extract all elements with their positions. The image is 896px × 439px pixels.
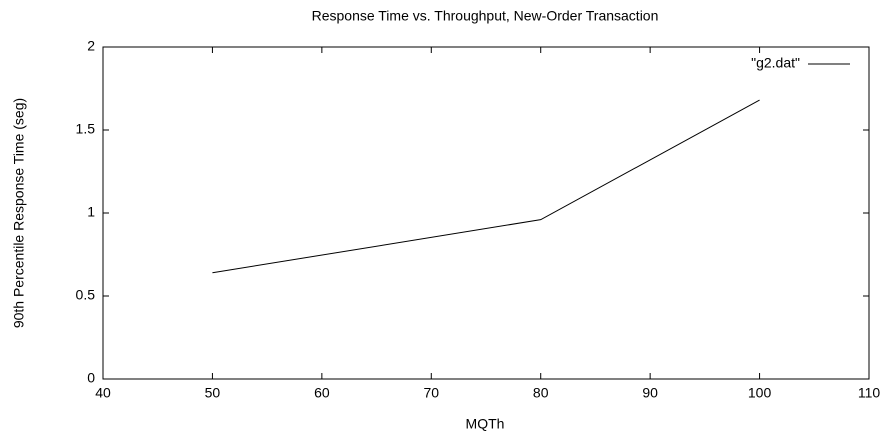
y-tick-label: 0 — [87, 370, 95, 386]
x-tick-label: 50 — [205, 385, 221, 401]
x-tick-label: 60 — [314, 385, 330, 401]
plot-frame — [102, 46, 870, 380]
x-tick-label: 90 — [642, 385, 658, 401]
y-tick-label: 1.5 — [76, 121, 96, 137]
y-axis-label: 90th Percentile Response Time (seg) — [11, 98, 27, 328]
y-tick-label: 2 — [87, 38, 95, 54]
x-tick-label: 100 — [748, 385, 772, 401]
x-tick-label: 40 — [95, 385, 111, 401]
y-tick-label: 1 — [87, 204, 95, 220]
chart-title: Response Time vs. Throughput, New-Order … — [312, 8, 659, 24]
y-tick-label: 0.5 — [76, 287, 96, 303]
x-tick-label: 70 — [423, 385, 439, 401]
x-axis-label: MQTh — [466, 416, 505, 432]
x-tick-label: 110 — [858, 385, 881, 401]
x-tick-label: 80 — [533, 385, 549, 401]
legend-label: "g2.dat" — [751, 55, 800, 71]
data-line — [212, 99, 760, 274]
